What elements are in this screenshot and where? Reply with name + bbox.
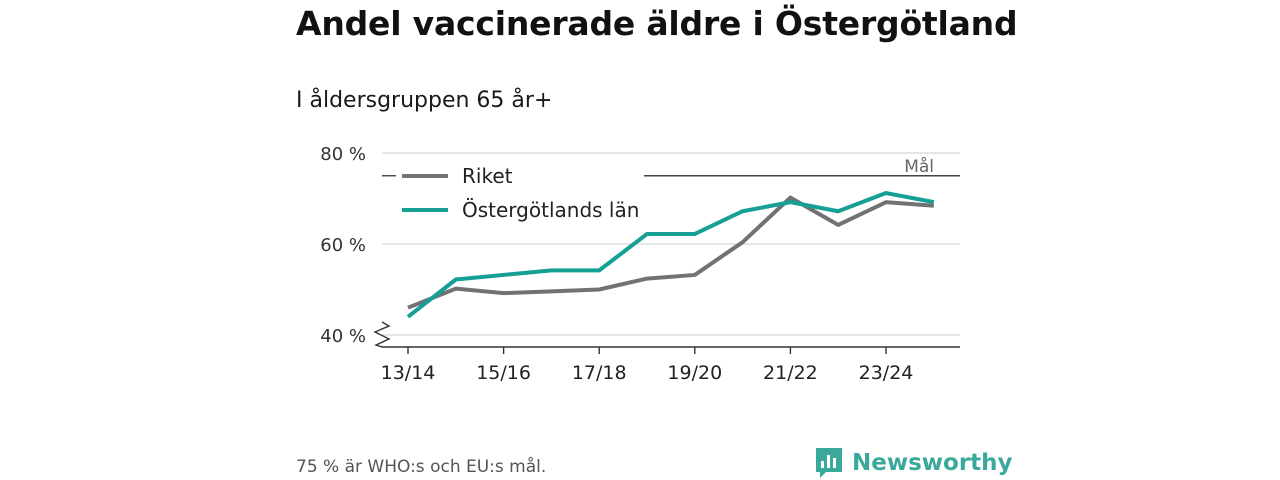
legend: Riket Östergötlands län — [402, 164, 639, 222]
y-tick-label-40: 40 % — [320, 326, 366, 347]
series-line-riket — [407, 195, 934, 310]
x-tick-label: 13/14 — [381, 362, 436, 384]
y-tick-label-80: 80 % — [320, 144, 366, 165]
line-chart: Mål 40 % 60 % 80 % 13/14 15/16 17/18 19/20 21/2… — [320, 144, 960, 384]
y-tick-label-60: 60 % — [320, 235, 366, 256]
x-tick-label: 17/18 — [572, 362, 627, 384]
x-tick-label: 21/22 — [763, 362, 818, 384]
legend-label-ostergotland: Östergötlands län — [462, 198, 639, 222]
brand-name: Newsworthy — [852, 450, 1013, 476]
x-tick-label: 15/16 — [476, 362, 531, 384]
target-label: Mål — [904, 156, 934, 177]
newsworthy-logo-icon — [816, 448, 842, 478]
chart-title: Andel vaccinerade äldre i Östergötland — [296, 4, 1018, 43]
x-tick-label: 19/20 — [667, 362, 722, 384]
gridlines — [382, 152, 960, 336]
target-line-group: Mål — [382, 156, 960, 177]
legend-label-riket: Riket — [462, 164, 513, 188]
footnote: 75 % är WHO:s och EU:s mål. — [296, 457, 547, 477]
series-lines — [406, 191, 935, 319]
x-tick-label: 23/24 — [859, 362, 914, 384]
chart-subtitle: I åldersgruppen 65 år+ — [296, 88, 553, 113]
series-line-ostergotland — [406, 191, 935, 319]
axes: 40 % 60 % 80 % 13/14 15/16 17/18 19/20 21/22 23/… — [320, 144, 960, 384]
brand-logo[interactable]: Newsworthy — [814, 446, 1013, 480]
axis-break-icon — [373, 321, 391, 348]
